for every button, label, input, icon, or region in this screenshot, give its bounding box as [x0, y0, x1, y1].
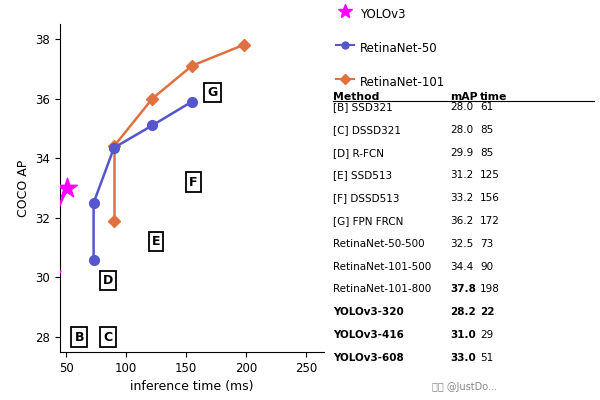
Text: 156: 156: [480, 193, 500, 203]
Text: 知乎 @JustDo...: 知乎 @JustDo...: [432, 382, 497, 392]
Text: [B] SSD321: [B] SSD321: [333, 102, 393, 112]
Text: YOLOv3-320: YOLOv3-320: [333, 307, 404, 317]
Text: 31.2: 31.2: [450, 170, 473, 180]
Y-axis label: COCO AP: COCO AP: [17, 159, 30, 217]
Text: [G] FPN FRCN: [G] FPN FRCN: [333, 216, 403, 226]
Text: [F] DSSD513: [F] DSSD513: [333, 193, 400, 203]
Text: 34.4: 34.4: [450, 262, 473, 272]
Text: [C] DSSD321: [C] DSSD321: [333, 125, 401, 135]
Text: 172: 172: [480, 216, 500, 226]
Text: 198: 198: [480, 284, 500, 294]
Text: 37.8: 37.8: [450, 284, 476, 294]
Text: [D] R-FCN: [D] R-FCN: [333, 148, 384, 158]
Text: RetinaNet-101-500: RetinaNet-101-500: [333, 262, 431, 272]
Point: [28, 328, 37, 334]
Text: RetinaNet-50: RetinaNet-50: [360, 42, 437, 55]
Text: B: B: [74, 330, 84, 344]
Text: time: time: [480, 92, 508, 102]
Text: mAP: mAP: [450, 92, 478, 102]
Text: Method: Method: [333, 92, 379, 102]
Text: YOLOv3: YOLOv3: [360, 8, 406, 21]
Text: YOLOv3-416: YOLOv3-416: [333, 330, 404, 340]
Text: 22: 22: [480, 307, 494, 317]
Text: F: F: [189, 176, 197, 188]
Text: 28.0: 28.0: [450, 125, 473, 135]
Text: 32.5: 32.5: [450, 239, 473, 249]
Text: [E] SSD513: [E] SSD513: [333, 170, 392, 180]
Text: RetinaNet-101-800: RetinaNet-101-800: [333, 284, 431, 294]
X-axis label: inference time (ms): inference time (ms): [130, 380, 254, 393]
Point: [62, 185, 72, 191]
Text: 29: 29: [480, 330, 493, 340]
Text: 36.2: 36.2: [450, 216, 473, 226]
Text: 85: 85: [480, 148, 493, 158]
Text: 61: 61: [480, 102, 493, 112]
Text: 73: 73: [480, 239, 493, 249]
Text: RetinaNet-101: RetinaNet-101: [360, 76, 445, 89]
Text: RetinaNet-50-500: RetinaNet-50-500: [333, 239, 425, 249]
Text: 33.2: 33.2: [450, 193, 473, 203]
Text: G: G: [207, 86, 218, 99]
Text: 90: 90: [480, 262, 493, 272]
Text: C: C: [103, 330, 113, 344]
Text: 33.0: 33.0: [450, 353, 476, 363]
Text: 29.9: 29.9: [450, 148, 473, 158]
Text: 28.0: 28.0: [450, 102, 473, 112]
Point: [36, 244, 46, 251]
Text: E: E: [152, 235, 160, 248]
Text: 28.2: 28.2: [450, 307, 476, 317]
Text: YOLOv3-608: YOLOv3-608: [333, 353, 404, 363]
Text: 125: 125: [480, 170, 500, 180]
Text: 31.0: 31.0: [450, 330, 476, 340]
Text: 85: 85: [480, 125, 493, 135]
Text: D: D: [103, 274, 113, 287]
Text: 51: 51: [480, 353, 493, 363]
